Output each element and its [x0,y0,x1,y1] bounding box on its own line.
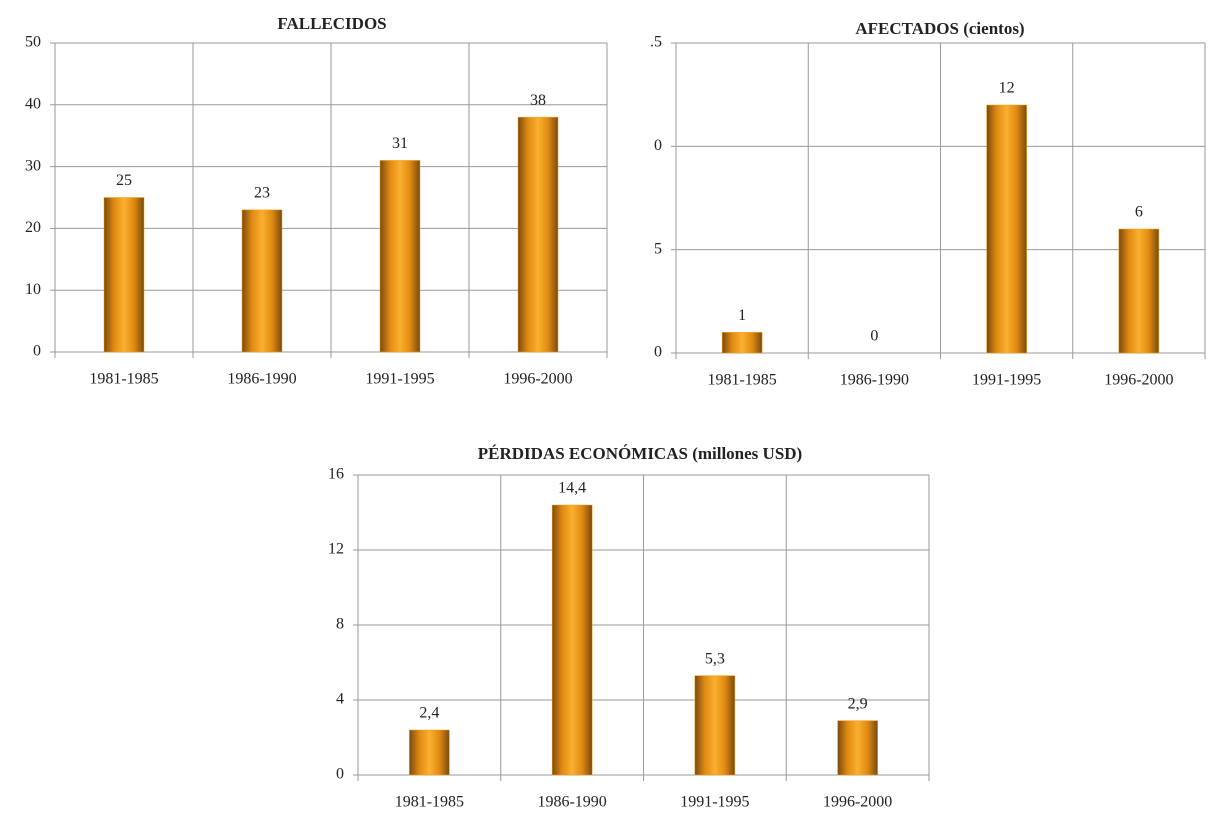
bar [409,729,450,776]
data-label: 6 [1135,204,1143,221]
x-tick-label: 1996-2000 [823,794,892,811]
y-tick-label: 12 [328,541,344,558]
x-tick-label: 1981-1985 [395,794,464,811]
data-label: 23 [254,185,270,202]
bar [103,197,145,353]
x-tick-label: 1986-1990 [537,794,606,811]
y-tick-label: .5 [650,34,662,51]
bar [241,209,283,353]
bar [837,720,878,776]
x-tick-label: 1996-2000 [1104,372,1173,389]
y-tick-label: 8 [336,616,344,633]
data-label: 14,4 [558,480,586,497]
bar [721,332,763,354]
bar [379,160,421,353]
y-tick-label: 50 [25,34,41,51]
y-tick-label: 40 [25,95,41,112]
y-tick-label: 0 [33,343,41,360]
bar [517,116,559,353]
x-tick-label: 1986-1990 [840,372,909,389]
y-tick-label: 20 [25,219,41,236]
bar [986,104,1027,354]
y-tick-label: 16 [328,466,344,483]
x-tick-label: 1991-1995 [680,794,749,811]
bar [1118,228,1160,354]
x-tick-label: 1986-1990 [227,371,296,388]
bar [694,675,736,776]
data-label: 31 [392,135,408,152]
x-tick-label: 1991-1995 [972,372,1041,389]
x-tick-label: 1981-1985 [707,372,776,389]
data-label: 38 [530,92,546,109]
y-tick-label: 0 [654,137,662,154]
data-label: 25 [116,172,132,189]
y-tick-label: 10 [25,281,41,298]
y-tick-label: 0 [336,766,344,783]
data-label: 2,9 [848,695,868,712]
chart-title: PÉRDIDAS ECONÓMICAS (millones USD) [478,444,802,463]
data-label: 12 [999,80,1015,97]
data-label: 0 [870,328,878,345]
data-label: 1 [738,307,746,324]
bar [551,504,593,776]
chart-title: AFECTADOS (cientos) [855,19,1024,38]
x-tick-label: 1981-1985 [89,371,158,388]
y-tick-label: 0 [654,344,662,361]
x-tick-label: 1996-2000 [503,371,572,388]
x-tick-label: 1991-1995 [365,371,434,388]
data-label: 5,3 [705,650,725,667]
chart-title: FALLECIDOS [277,14,386,33]
y-tick-label: 30 [25,157,41,174]
y-tick-label: 4 [336,691,344,708]
data-label: 2,4 [419,705,439,722]
y-tick-label: 5 [654,240,662,257]
